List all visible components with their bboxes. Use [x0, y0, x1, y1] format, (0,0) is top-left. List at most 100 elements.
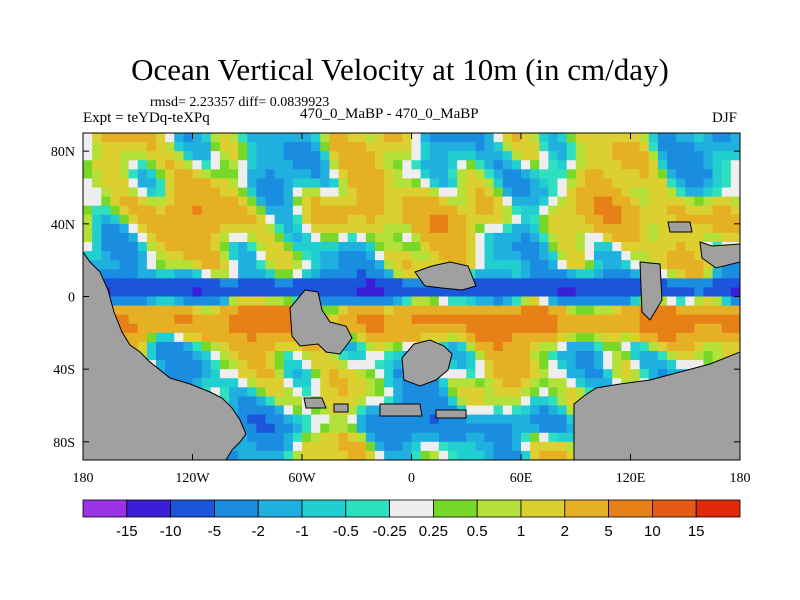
field-cell	[557, 187, 568, 197]
field-cell	[210, 360, 221, 370]
field-cell	[621, 242, 631, 252]
field-cell	[466, 414, 476, 425]
field-cell	[238, 341, 248, 352]
field-cell	[639, 314, 650, 325]
field-cell	[146, 251, 157, 261]
field-cell	[137, 341, 148, 352]
field-cell	[375, 287, 385, 297]
field-cell	[411, 414, 422, 425]
field-cell	[274, 232, 285, 243]
field-cell	[557, 151, 568, 161]
field-cell	[110, 160, 120, 170]
field-cell	[448, 223, 458, 234]
field-cell	[721, 214, 732, 225]
field-cell	[584, 160, 595, 170]
field-cell	[484, 423, 495, 434]
field-cell	[283, 242, 294, 252]
field-cell	[548, 214, 558, 225]
field-cell	[247, 296, 257, 306]
field-cell	[448, 314, 458, 325]
field-cell	[110, 296, 120, 306]
field-cell	[475, 432, 485, 443]
field-cell	[302, 142, 312, 152]
field-cell	[283, 387, 294, 397]
field-cell	[156, 269, 166, 279]
field-cell	[128, 269, 139, 279]
field-cell	[429, 387, 440, 397]
field-cell	[274, 296, 285, 306]
field-cell	[457, 387, 467, 397]
field-cell	[384, 278, 394, 288]
field-cell	[156, 160, 166, 170]
field-cell	[201, 296, 212, 306]
field-cell	[621, 351, 631, 361]
field-cell	[283, 151, 294, 161]
field-cell	[274, 405, 285, 415]
field-cell	[238, 232, 248, 243]
field-cell	[484, 133, 495, 143]
field-cell	[174, 133, 184, 143]
field-cell	[210, 178, 221, 188]
field-cell	[566, 441, 577, 452]
field-cell	[292, 387, 303, 397]
field-cell	[484, 232, 495, 243]
field-cell	[603, 205, 613, 216]
field-cell	[165, 296, 175, 306]
field-cell	[137, 214, 148, 225]
field-cell	[575, 142, 586, 152]
field-cell	[347, 414, 358, 425]
field-cell	[502, 441, 513, 452]
field-cell	[566, 223, 577, 234]
field-cell	[128, 251, 139, 261]
field-cell	[612, 332, 622, 343]
field-cell	[356, 232, 367, 243]
field-cell	[493, 396, 504, 406]
field-cell	[283, 223, 294, 234]
field-cell	[521, 360, 531, 370]
field-cell	[183, 332, 193, 343]
field-cell	[219, 160, 230, 170]
field-cell	[128, 296, 139, 306]
field-cell	[384, 178, 394, 188]
field-cell	[393, 260, 403, 270]
field-cell	[621, 169, 631, 179]
field-cell	[712, 223, 723, 234]
field-cell	[156, 214, 166, 225]
field-cell	[566, 332, 577, 343]
field-cell	[475, 305, 485, 316]
field-cell	[557, 314, 568, 325]
colorbar-label: -10	[160, 523, 182, 540]
field-cell	[365, 232, 376, 243]
field-cell	[165, 369, 175, 379]
field-cell	[530, 278, 540, 288]
field-cell	[274, 187, 285, 197]
field-cell	[566, 232, 577, 243]
field-cell	[603, 187, 613, 197]
field-cell	[110, 133, 120, 143]
field-cell	[356, 260, 367, 270]
field-cell	[594, 260, 604, 270]
field-cell	[338, 314, 349, 325]
field-cell	[530, 423, 540, 434]
field-cell	[612, 178, 622, 188]
field-cell	[484, 269, 495, 279]
field-cell	[429, 232, 440, 243]
field-cell	[502, 142, 513, 152]
field-cell	[384, 360, 394, 370]
field-cell	[210, 151, 221, 161]
field-cell	[730, 278, 740, 288]
field-cell	[530, 260, 540, 270]
field-cell	[238, 187, 248, 197]
field-cell	[101, 133, 111, 143]
field-cell	[730, 151, 740, 161]
field-cell	[183, 360, 193, 370]
field-cell	[265, 205, 276, 216]
field-cell	[165, 178, 175, 188]
field-cell	[657, 314, 668, 325]
field-cell	[83, 242, 93, 252]
field-cell	[338, 178, 349, 188]
field-cell	[302, 169, 312, 179]
field-cell	[192, 160, 203, 170]
field-cell	[603, 214, 613, 225]
field-cell	[548, 296, 558, 306]
